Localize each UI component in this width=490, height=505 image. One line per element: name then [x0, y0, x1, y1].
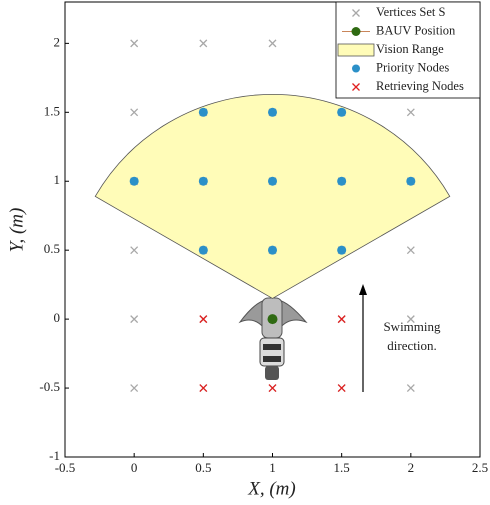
- x-marker: [407, 385, 414, 392]
- node: [268, 108, 277, 117]
- chart: Swimming direction. X, (m) Y, (m) -0.500…: [0, 0, 490, 505]
- y-tick-label: -1: [49, 448, 60, 463]
- x-marker: [131, 109, 138, 116]
- x-tick-label: 0.5: [195, 460, 211, 475]
- node: [337, 246, 346, 255]
- legend-key: [352, 65, 360, 73]
- x-marker: [338, 316, 345, 323]
- node: [406, 177, 415, 186]
- node: [268, 177, 277, 186]
- y-axis-label: Y, (m): [6, 208, 27, 253]
- annotation: direction.: [387, 338, 436, 353]
- x-marker: [269, 40, 276, 47]
- x-marker: [407, 109, 414, 116]
- legend-label: BAUV Position: [376, 23, 456, 37]
- robot: [240, 298, 306, 380]
- x-marker: [338, 385, 345, 392]
- y-tick-label: 2: [54, 34, 61, 49]
- legend-key: [352, 27, 361, 36]
- x-tick-label: 2.5: [472, 460, 488, 475]
- x-marker: [131, 40, 138, 47]
- y-tick-label: -0.5: [39, 379, 60, 394]
- x-tick-label: 1: [269, 460, 276, 475]
- x-marker: [407, 247, 414, 254]
- y-tick-label: 0.5: [44, 241, 60, 256]
- node: [130, 177, 139, 186]
- node: [199, 246, 208, 255]
- arrow-head: [359, 284, 367, 295]
- x-marker: [131, 385, 138, 392]
- legend-label: Vertices Set S: [376, 5, 445, 19]
- y-tick-label: 1: [54, 172, 61, 187]
- x-marker: [131, 247, 138, 254]
- x-tick-label: 2: [408, 460, 415, 475]
- x-marker: [200, 316, 207, 323]
- legend-label: Retrieving Nodes: [376, 79, 464, 93]
- x-tick-label: 1.5: [334, 460, 350, 475]
- legend-label: Vision Range: [376, 42, 444, 56]
- x-axis-label: X, (m): [247, 478, 295, 499]
- x-marker: [200, 40, 207, 47]
- y-tick-label: 1.5: [44, 103, 60, 118]
- node: [337, 177, 346, 186]
- x-marker: [200, 385, 207, 392]
- node: [199, 177, 208, 186]
- legend-key: [338, 44, 374, 56]
- node: [199, 108, 208, 117]
- x-marker: [131, 316, 138, 323]
- legend: Vertices Set S BAUV Position Vision Range P…: [336, 2, 480, 98]
- bauv-position: [268, 314, 278, 324]
- node: [268, 246, 277, 255]
- x-marker: [269, 385, 276, 392]
- y-tick-label: 0: [54, 310, 61, 325]
- legend-label: Priority Nodes: [376, 60, 449, 74]
- x-tick-label: 0: [131, 460, 138, 475]
- node: [337, 108, 346, 117]
- vision-range: [95, 94, 450, 298]
